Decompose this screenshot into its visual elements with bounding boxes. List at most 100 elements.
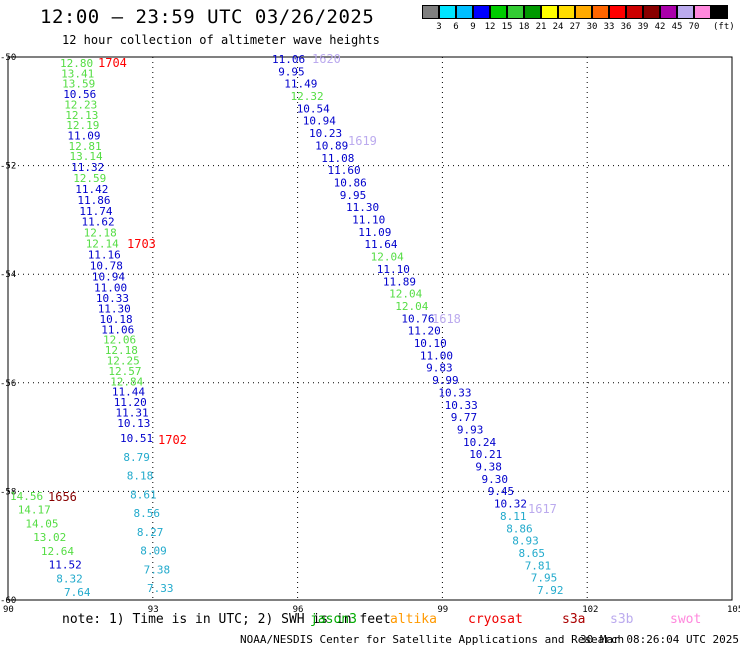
- scale-label: 70: [688, 22, 700, 32]
- swh-label-west: 13.14: [70, 150, 103, 163]
- swh-label-west: 10.94: [92, 271, 125, 284]
- scale-label: 12: [484, 22, 496, 32]
- scale-swatch: [456, 5, 473, 19]
- swh-label-west: 12.19: [66, 119, 99, 132]
- swh-label-southwest: 14.17: [18, 504, 51, 517]
- swh-label-east: 10.21: [469, 448, 502, 461]
- scale-label: 30: [586, 22, 598, 32]
- swh-label-east: 8.65: [519, 547, 546, 560]
- scale-label: 45: [671, 22, 683, 32]
- latitude-tick-label: -52: [0, 162, 16, 172]
- longitude-tick-label: 99: [437, 605, 448, 615]
- swh-label-east: 12.32: [291, 90, 324, 103]
- credit-line: NOAA/NESDIS Center for Satellite Applica…: [240, 633, 625, 646]
- swh-label-west: 12.25: [107, 355, 140, 368]
- swh-label-east: 10.86: [334, 177, 367, 190]
- swh-label-west: 10.13: [117, 417, 150, 430]
- swh-label-east: 11.30: [346, 201, 379, 214]
- latitude-tick-label: -54: [0, 270, 16, 280]
- swh-label-west: 11.00: [94, 282, 127, 295]
- swh-label-east: 9.77: [451, 411, 478, 424]
- swh-label-west: 11.31: [116, 407, 149, 420]
- scale-swatch: [558, 5, 575, 19]
- swh-label-east: 11.06: [272, 53, 305, 66]
- latitude-tick-label: -60: [0, 596, 16, 606]
- longitude-tick-label: 102: [582, 605, 598, 615]
- satellite-legend-item: jason3: [310, 612, 357, 627]
- scale-label: 42: [654, 22, 666, 32]
- swh-label-west: 11.74: [79, 205, 112, 218]
- swh-label-southwest: 7.64: [64, 586, 91, 599]
- scale-swatch: [422, 5, 439, 19]
- pass-time-label: 1617: [528, 502, 557, 516]
- swh-label-west: 12.81: [69, 140, 102, 153]
- pass-time-label: 1620: [312, 52, 341, 66]
- longitude-tick-label: 96: [293, 605, 304, 615]
- swh-label-east: 9.93: [457, 424, 484, 437]
- swh-label-southwest: 14.05: [25, 517, 58, 530]
- swh-label-east: 10.10: [414, 337, 447, 350]
- scale-label: 33: [603, 22, 615, 32]
- page-title: 12:00 – 23:59 UTC 03/26/2025: [40, 6, 375, 28]
- swh-label-east: 10.76: [401, 312, 434, 325]
- scale-label: 39: [637, 22, 649, 32]
- swh-label-west: 8.27: [137, 526, 164, 539]
- scale-label: 24: [552, 22, 564, 32]
- latitude-tick-label: -58: [0, 487, 16, 497]
- generation-timestamp: 30 Mar 08:26:04 UTC 2025: [580, 633, 739, 646]
- scale-label: 36: [620, 22, 632, 32]
- swh-label-west: 12.23: [64, 98, 97, 111]
- scale-swatch: [541, 5, 558, 19]
- pass-time-label: 1619: [348, 134, 377, 148]
- pass-time-label: 1656: [48, 490, 77, 504]
- swh-label-east: 12.04: [371, 251, 404, 264]
- satellite-legend-item: s3a: [562, 612, 586, 627]
- swh-label-east: 10.24: [463, 436, 496, 449]
- swh-label-west: 11.09: [67, 130, 100, 143]
- footnote: note: 1) Time is in UTC; 2) SWH is in fe…: [62, 612, 391, 627]
- scale-swatch: [473, 5, 490, 19]
- satellite-legend-item: cryosat: [468, 612, 523, 627]
- swh-label-east: 11.10: [377, 263, 410, 276]
- swh-label-east: 10.54: [297, 102, 330, 115]
- swh-label-east: 8.86: [506, 522, 533, 535]
- scale-swatch: [507, 5, 524, 19]
- swh-label-east: 11.64: [364, 238, 397, 251]
- swh-label-west: 11.86: [77, 194, 110, 207]
- swh-label-east: 7.95: [531, 572, 558, 585]
- scale-swatch: [677, 5, 694, 19]
- longitude-tick-label: 93: [148, 605, 159, 615]
- swh-label-east: 9.95: [278, 65, 305, 78]
- swh-label-west: 8.18: [127, 470, 154, 483]
- swh-label-southwest: 14.56: [10, 490, 43, 503]
- swh-label-east: 12.04: [395, 300, 428, 313]
- latitude-tick-label: -50: [0, 53, 16, 63]
- scale-label: 3: [436, 22, 442, 32]
- page-subtitle: 12 hour collection of altimeter wave hei…: [62, 33, 380, 47]
- swh-label-east: 10.33: [438, 386, 471, 399]
- swh-label-west: 11.30: [98, 303, 131, 316]
- swh-label-southwest: 12.64: [41, 545, 74, 558]
- pass-time-label: 1702: [158, 433, 187, 447]
- map-frame: [7, 56, 733, 601]
- scale-swatch: [643, 5, 660, 19]
- swh-label-east: 8.93: [512, 535, 539, 548]
- swh-label-east: 7.92: [537, 584, 564, 597]
- swh-label-east: 8.11: [500, 510, 527, 523]
- swh-label-southwest: 13.02: [33, 531, 66, 544]
- swh-label-west: 12.06: [103, 334, 136, 347]
- scale-label: 27: [569, 22, 581, 32]
- swh-label-west: 11.32: [71, 161, 104, 174]
- swh-label-southwest: 8.32: [56, 572, 83, 585]
- swh-label-west: 12.84: [110, 375, 143, 388]
- scale-label: 21: [535, 22, 547, 32]
- swh-label-west: 11.62: [82, 216, 115, 229]
- swh-label-west: 12.13: [65, 109, 98, 122]
- scale-swatch: [490, 5, 507, 19]
- scale-swatch: [609, 5, 626, 19]
- scale-label: 15: [501, 22, 513, 32]
- pass-time-label: 1703: [127, 237, 156, 251]
- swh-label-east: 10.33: [445, 399, 478, 412]
- swh-label-west: 7.38: [144, 563, 171, 576]
